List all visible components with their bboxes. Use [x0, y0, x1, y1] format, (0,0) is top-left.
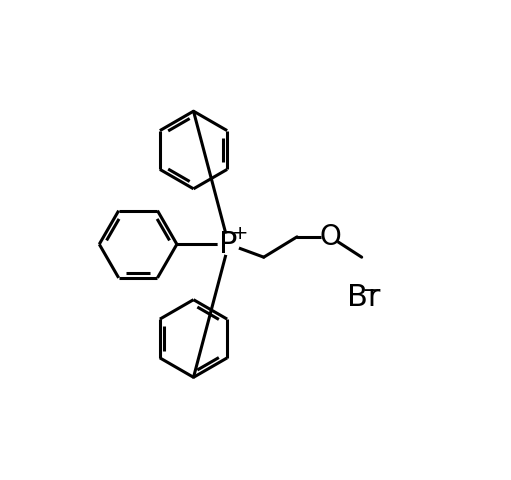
- Text: Br: Br: [347, 283, 380, 312]
- Circle shape: [218, 234, 239, 254]
- Text: +: +: [232, 224, 249, 243]
- Text: O: O: [319, 223, 341, 251]
- Circle shape: [322, 229, 338, 245]
- Text: P: P: [219, 230, 238, 259]
- Text: −: −: [362, 281, 380, 301]
